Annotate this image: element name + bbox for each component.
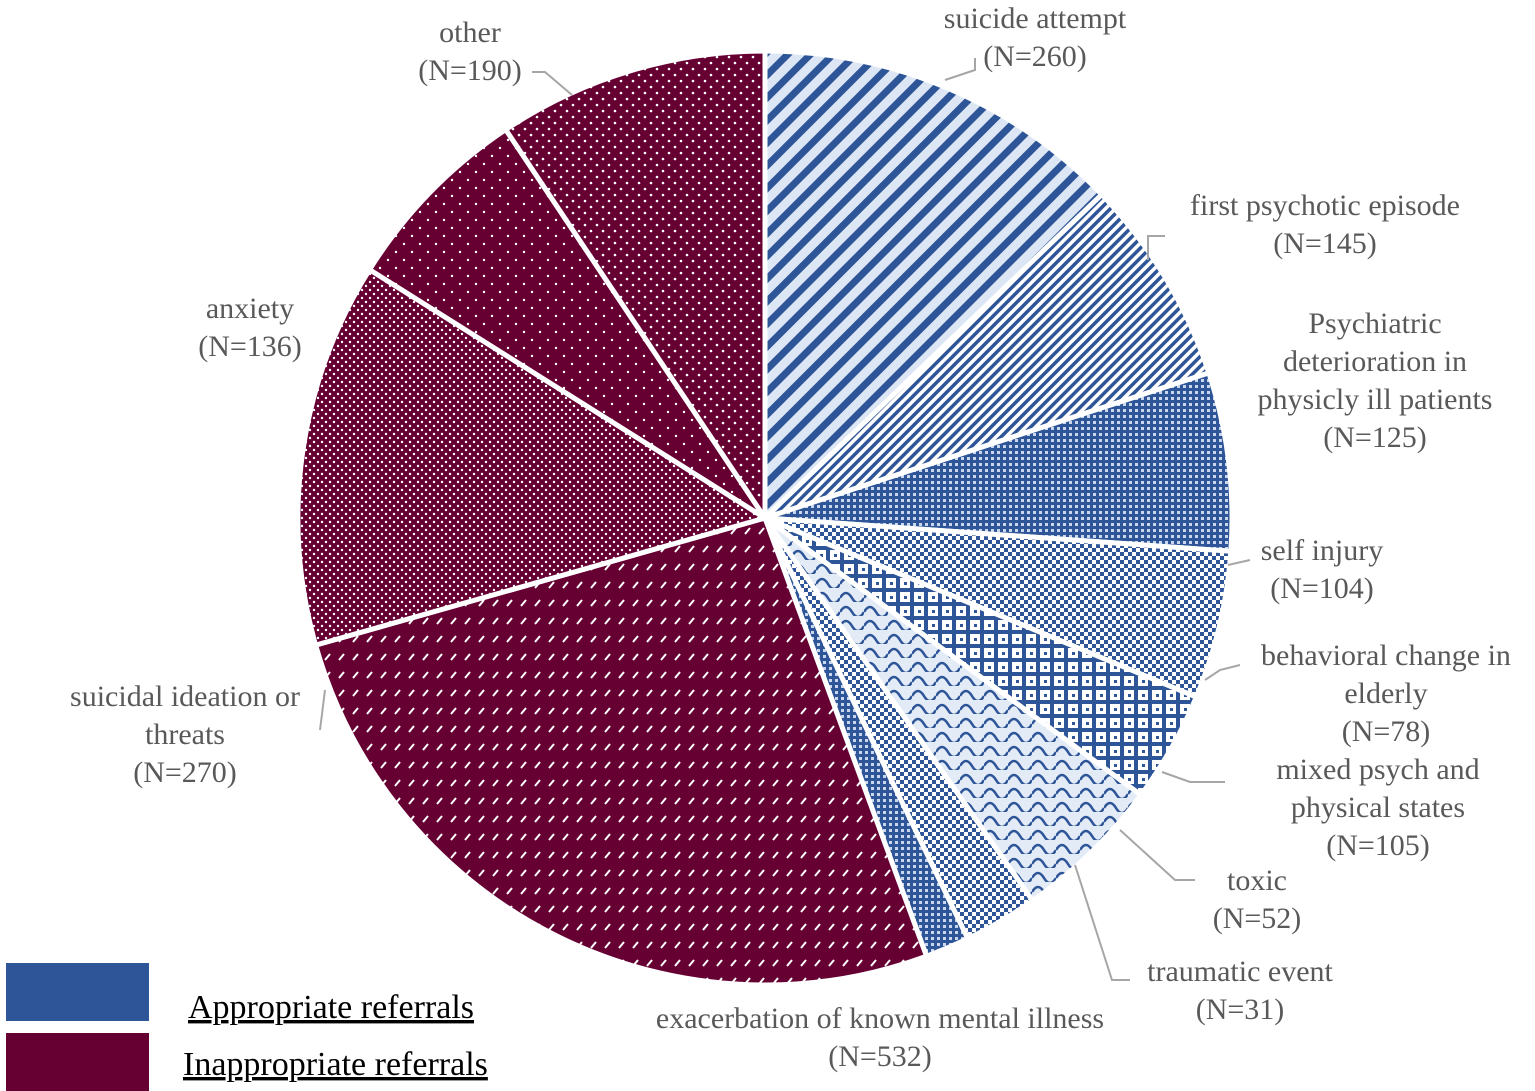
slice-self-injury: [762, 515, 1234, 700]
slice-first-psychotic-episode: [762, 192, 1212, 521]
slice-labels: suicide attempt (N=260) first psychotic ep…: [70, 2, 1511, 1073]
slice-label-psychiatric-deterioration-in-physicly-ill-patients: Psychiatric deterioration in physicly ill …: [1258, 307, 1493, 454]
slice-label-line: suicide attempt: [944, 2, 1127, 35]
slice-label-line: anxiety: [206, 292, 294, 325]
slice-label-line: (N=52): [1213, 902, 1302, 935]
leader-line: [1074, 864, 1130, 981]
slice-label-line: (N=31): [1196, 993, 1285, 1026]
slice-other: [503, 48, 768, 521]
slice-label-line: suicidal ideation or: [70, 680, 300, 713]
slice-label-anxiety: anxiety (N=136): [198, 292, 302, 363]
slice-label-line: physicly ill patients: [1258, 383, 1493, 416]
slice-label-line: exacerbation of known mental illness: [656, 1002, 1104, 1035]
slice-label-line: (N=190): [418, 54, 522, 87]
slice-label-line: (N=105): [1326, 829, 1430, 862]
slice-suicide-attempt: [762, 48, 1105, 521]
slice-label-exacerbation-of-known-mental-illness: exacerbation of known mental illness (N=5…: [656, 1002, 1104, 1073]
slice-label-other: other (N=190): [418, 16, 522, 87]
leader-line: [1147, 235, 1165, 260]
slice-label-line: toxic: [1227, 864, 1287, 897]
slice-label-suicidal-ideation-or-threats: suicidal ideation or threats (N=270): [70, 680, 300, 789]
leader-line: [1161, 771, 1225, 783]
slice-label-first-psychotic-episode: first psychotic episode (N=145): [1190, 189, 1460, 260]
slice-label-line: physical states: [1291, 791, 1465, 824]
slice-label-line: (N=125): [1323, 421, 1427, 454]
slice-label-line: traumatic event: [1147, 955, 1333, 988]
legend-label-inappropriate: Inappropriate referrals: [183, 1046, 488, 1083]
slice-anxiety: [367, 127, 768, 521]
legend: Appropriate referrals Inappropriate refe…: [6, 963, 488, 1091]
leader-line: [319, 689, 326, 731]
slice-label-line: behavioral change in: [1261, 639, 1511, 672]
slice-suicidal-ideation-or-threats: [295, 267, 768, 648]
slice-label-traumatic-event: traumatic event (N=31): [1147, 955, 1333, 1026]
slice-label-line: (N=104): [1270, 572, 1374, 605]
slice-label-suicide-attempt: suicide attempt (N=260): [944, 2, 1127, 73]
slice-label-line: (N=270): [133, 756, 237, 789]
legend-swatch-appropriate: [6, 963, 149, 1021]
slice-label-line: self injury: [1261, 534, 1383, 567]
slice-label-line: elderly: [1344, 677, 1427, 710]
slice-label-behavioral-change-in-elderly: behavioral change in elderly (N=78): [1261, 639, 1511, 748]
slice-mixed-psych-and-physical-states: [762, 515, 1144, 904]
slice-label-line: (N=145): [1273, 227, 1377, 260]
slice-label-mixed-psych-and-physical-states: mixed psych and physical states (N=105): [1276, 753, 1479, 862]
slice-label-line: (N=136): [198, 330, 302, 363]
slice-exacerbation-of-known-mental-illness: [313, 515, 930, 988]
slice-label-line: threats: [145, 718, 225, 751]
slice-label-toxic: toxic (N=52): [1213, 864, 1302, 935]
legend-swatch-inappropriate: [6, 1033, 149, 1091]
slice-label-line: first psychotic episode: [1190, 189, 1460, 222]
legend-label-appropriate: Appropriate referrals: [188, 989, 474, 1026]
slice-label-line: (N=532): [828, 1040, 932, 1073]
leader-line: [1204, 664, 1241, 681]
leader-line: [944, 58, 976, 81]
slice-psychiatric-deterioration-in-physicly-ill-patients: [762, 370, 1235, 554]
slice-label-line: (N=260): [983, 40, 1087, 73]
slice-label-line: other: [439, 16, 501, 49]
pie-slices: [295, 48, 1235, 988]
slice-label-line: mixed psych and: [1276, 753, 1479, 786]
leader-lines: [319, 58, 1251, 981]
leader-line: [532, 71, 573, 96]
slice-label-line: Psychiatric: [1308, 307, 1441, 340]
leader-line: [1227, 559, 1251, 566]
slice-label-line: deterioration in: [1283, 345, 1467, 378]
slice-label-line: (N=78): [1342, 715, 1431, 748]
leader-line: [1119, 829, 1195, 881]
slice-label-self-injury: self injury (N=104): [1261, 534, 1383, 605]
